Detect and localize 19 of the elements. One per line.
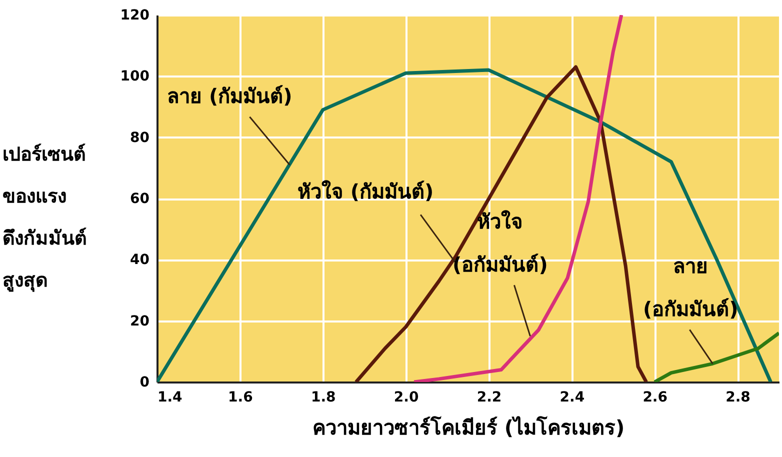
line-series: [157, 68, 772, 382]
y-tick-label: 40: [130, 252, 150, 268]
x-tick-label: 2.4: [560, 390, 585, 406]
y-tick-label: 20: [130, 313, 150, 330]
y-tick-label: 120: [120, 8, 150, 24]
y-tick-label: 60: [130, 191, 150, 207]
x-tick-label: 1.4: [158, 390, 183, 406]
x-tick-label: 2.6: [642, 390, 668, 406]
x-tick-label: 2.2: [476, 390, 502, 406]
x-tick-label: 1.8: [310, 390, 336, 406]
x-tick-label: 1.6: [228, 390, 253, 406]
y-tick-label: 80: [130, 130, 150, 146]
x-axis-title: ความยาวซาร์โคเมียร์ (ไมโครเมตร): [312, 416, 625, 440]
y-tick-label: 0: [140, 374, 150, 390]
x-tick-label: 2.8: [726, 390, 750, 406]
line-series: [652, 331, 779, 382]
y-tick-label: 100: [120, 68, 150, 85]
y-axis-title: เปอร์เซนต์ ของแรง ดึงกัมมันต์ สูงสุด: [2, 144, 86, 292]
x-tick-label: 2.0: [394, 390, 419, 406]
